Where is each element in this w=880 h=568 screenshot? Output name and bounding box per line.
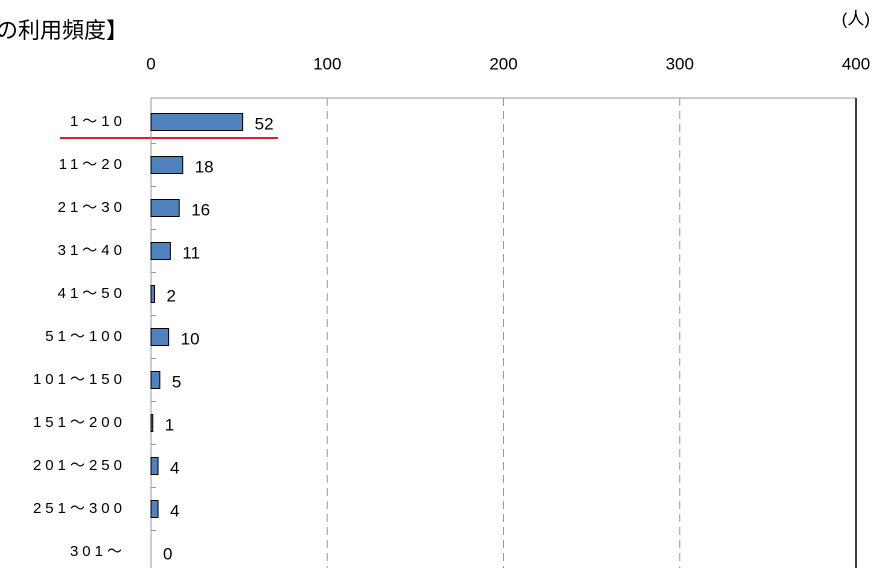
bar <box>150 242 171 260</box>
x-tick-label: 0 <box>146 54 155 73</box>
y-tick-label: 11～20 <box>59 156 126 173</box>
value-label: 4 <box>170 458 179 477</box>
bar <box>150 285 156 303</box>
bar <box>150 371 161 389</box>
value-label: 5 <box>172 372 181 391</box>
bar <box>150 156 184 174</box>
y-tick-label: 251～300 <box>33 500 126 517</box>
y-tick-label: 21～30 <box>58 199 126 216</box>
bar <box>150 500 159 518</box>
y-tick-label: 201～250 <box>33 457 126 474</box>
bar <box>150 328 170 346</box>
value-label: 1 <box>165 415 174 434</box>
x-tick-label: 200 <box>489 54 517 73</box>
y-tick-label: 51～100 <box>45 328 126 345</box>
y-tick-label: 301～ <box>70 543 126 560</box>
x-tick-label: 400 <box>842 54 870 73</box>
bar <box>150 113 244 131</box>
bar <box>150 457 159 475</box>
unit-label: (人) <box>842 9 870 28</box>
bar <box>150 414 154 432</box>
bar <box>150 199 180 217</box>
value-label: 4 <box>170 501 179 520</box>
value-label: 16 <box>191 200 210 219</box>
x-tick-label: 100 <box>313 54 341 73</box>
y-tick-label: 151～200 <box>33 414 126 431</box>
chart-title: の利用頻度】 <box>0 18 128 43</box>
value-label: 0 <box>163 544 172 563</box>
value-label: 10 <box>181 329 200 348</box>
y-tick-label: 1～10 <box>70 113 126 130</box>
y-tick-label: 41～50 <box>58 285 126 302</box>
y-tick-label: 31～40 <box>58 242 126 259</box>
value-label: 52 <box>255 114 274 133</box>
value-label: 11 <box>182 243 200 262</box>
value-label: 2 <box>167 286 176 305</box>
y-tick-label: 101～150 <box>33 371 126 388</box>
x-tick-label: 300 <box>666 54 694 73</box>
value-label: 18 <box>195 157 214 176</box>
